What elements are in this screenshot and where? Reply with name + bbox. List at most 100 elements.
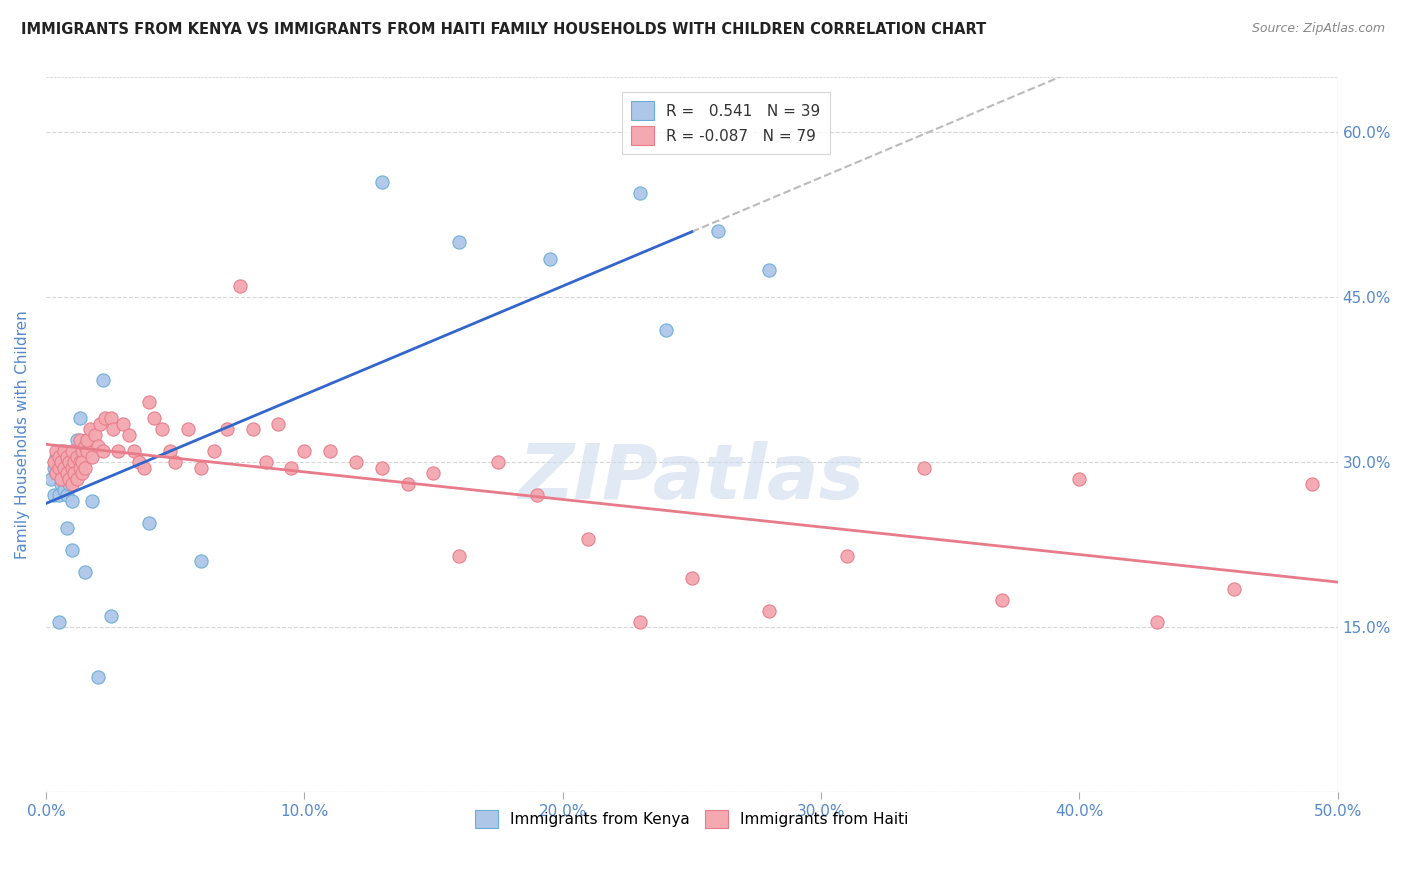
Point <box>86 669 108 683</box>
Y-axis label: Family Households with Children: Family Households with Children <box>15 310 30 559</box>
Point <box>55 488 77 502</box>
Point <box>159 444 181 458</box>
Point <box>45 466 67 480</box>
Point <box>138 516 160 530</box>
Point <box>48 466 70 480</box>
Point <box>280 460 302 475</box>
Point <box>51 455 73 469</box>
Text: ZIPatlas: ZIPatlas <box>519 441 865 515</box>
Point <box>51 477 73 491</box>
Point <box>66 450 89 464</box>
Point <box>1301 477 1323 491</box>
Point <box>267 417 290 431</box>
Point <box>538 252 561 266</box>
Point <box>42 460 65 475</box>
Point <box>58 477 80 491</box>
Point <box>79 422 101 436</box>
Point <box>48 460 70 475</box>
Point <box>51 460 73 475</box>
Point <box>60 493 83 508</box>
Point <box>190 554 212 568</box>
Point <box>69 460 91 475</box>
Point <box>319 444 342 458</box>
Point <box>69 411 91 425</box>
Point <box>396 477 419 491</box>
Point <box>82 450 104 464</box>
Point <box>628 615 651 629</box>
Point <box>628 186 651 200</box>
Point <box>91 373 114 387</box>
Point <box>53 472 76 486</box>
Point <box>58 455 80 469</box>
Point <box>84 427 107 442</box>
Point <box>53 455 76 469</box>
Point <box>228 279 250 293</box>
Point <box>835 549 858 563</box>
Point <box>371 175 394 189</box>
Point <box>45 466 67 480</box>
Point <box>578 532 600 546</box>
Point <box>66 433 89 447</box>
Point <box>55 521 77 535</box>
Point <box>42 455 65 469</box>
Point <box>53 444 76 458</box>
Legend: Immigrants from Kenya, Immigrants from Haiti: Immigrants from Kenya, Immigrants from H… <box>468 804 915 834</box>
Point <box>51 444 73 458</box>
Point <box>60 477 83 491</box>
Point <box>86 439 108 453</box>
Point <box>242 422 264 436</box>
Point <box>758 604 780 618</box>
Point <box>486 455 509 469</box>
Point <box>107 444 129 458</box>
Point <box>70 455 93 469</box>
Point <box>91 444 114 458</box>
Text: Source: ZipAtlas.com: Source: ZipAtlas.com <box>1251 22 1385 36</box>
Point <box>63 455 86 469</box>
Point <box>45 444 67 458</box>
Point <box>344 455 367 469</box>
Point <box>70 444 93 458</box>
Point <box>150 422 173 436</box>
Point <box>76 444 98 458</box>
Point <box>82 493 104 508</box>
Point <box>48 488 70 502</box>
Point <box>758 262 780 277</box>
Point <box>58 472 80 486</box>
Point <box>45 455 67 469</box>
Point <box>706 224 728 238</box>
Point <box>215 422 238 436</box>
Point <box>143 411 166 425</box>
Text: IMMIGRANTS FROM KENYA VS IMMIGRANTS FROM HAITI FAMILY HOUSEHOLDS WITH CHILDREN C: IMMIGRANTS FROM KENYA VS IMMIGRANTS FROM… <box>21 22 987 37</box>
Point <box>422 466 444 480</box>
Point <box>292 444 315 458</box>
Point <box>655 323 678 337</box>
Point <box>101 422 124 436</box>
Point <box>254 455 277 469</box>
Point <box>100 411 122 425</box>
Point <box>128 455 150 469</box>
Point <box>94 411 117 425</box>
Point <box>69 433 91 447</box>
Point <box>55 466 77 480</box>
Point <box>165 455 187 469</box>
Point <box>912 460 935 475</box>
Point <box>48 615 70 629</box>
Point <box>190 460 212 475</box>
Point <box>39 472 62 486</box>
Point <box>70 466 93 480</box>
Point <box>138 394 160 409</box>
Point <box>177 422 200 436</box>
Point <box>371 460 394 475</box>
Point <box>73 439 96 453</box>
Point <box>1069 472 1091 486</box>
Point <box>76 433 98 447</box>
Point <box>53 460 76 475</box>
Point <box>449 549 471 563</box>
Point <box>45 450 67 464</box>
Point <box>51 472 73 486</box>
Point <box>73 565 96 579</box>
Point <box>100 609 122 624</box>
Point <box>42 488 65 502</box>
Point <box>55 466 77 480</box>
Point <box>63 466 86 480</box>
